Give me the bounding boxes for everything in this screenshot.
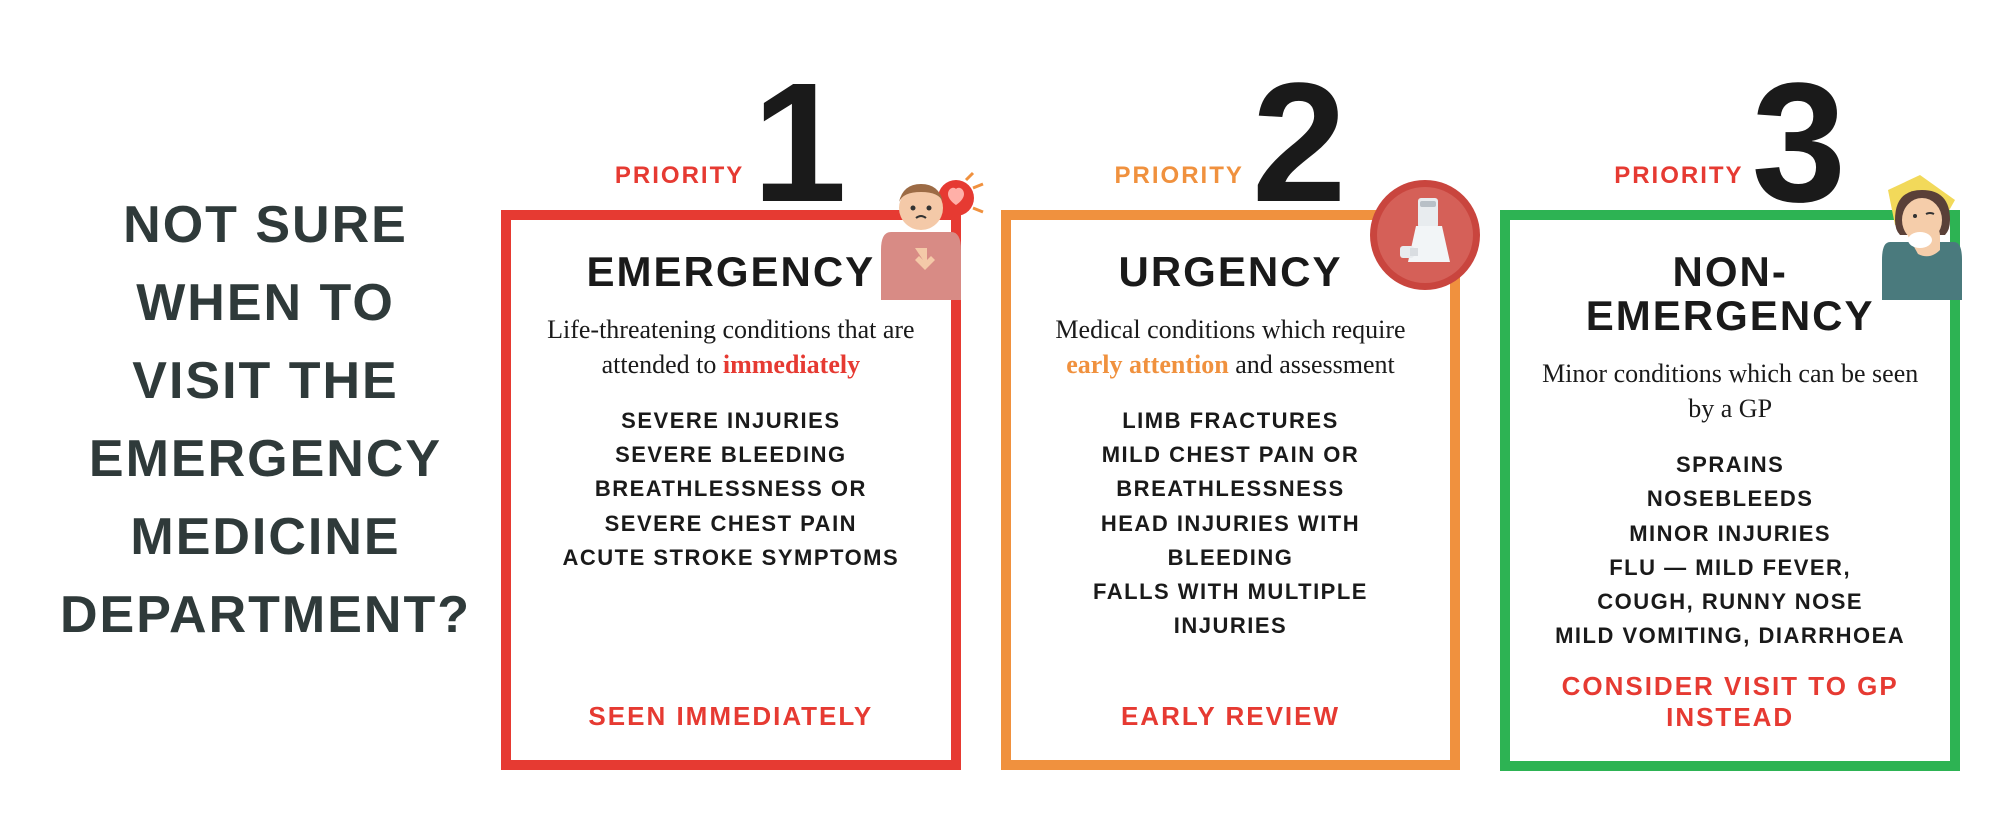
- card-footer: SEEN IMMEDIATELY: [535, 701, 927, 732]
- card-items: SEVERE INJURIES SEVERE BLEEDING BREATHLE…: [535, 404, 927, 683]
- priority-label: PRIORITY: [615, 162, 744, 190]
- card-footer: EARLY REVIEW: [1035, 701, 1427, 732]
- intro-block: NOT SURE WHEN TO VISIT THE EMERGENCY MED…: [60, 40, 471, 800]
- card-items: SPRAINS NOSEBLEEDS MINOR INJURIES FLU — …: [1534, 448, 1926, 653]
- priority-number: 1: [752, 67, 847, 220]
- heart-attack-icon: [861, 170, 991, 300]
- card-footer: CONSIDER VISIT TO GP INSTEAD: [1534, 671, 1926, 733]
- card-description: Medical conditions which require early a…: [1035, 312, 1427, 382]
- priority-label: PRIORITY: [1614, 162, 1743, 190]
- intro-text: NOT SURE WHEN TO VISIT THE EMERGENCY MED…: [60, 186, 471, 654]
- priority-number: 3: [1752, 67, 1847, 220]
- card-description: Minor conditions which can be seen by a …: [1534, 356, 1926, 426]
- card-box: NON-EMERGENCY Minor conditions which can…: [1500, 210, 1960, 771]
- card-box: URGENCY Medical conditions which require…: [1001, 210, 1461, 770]
- priority-label: PRIORITY: [1115, 162, 1244, 190]
- card-description: Life-threatening conditions that are att…: [535, 312, 927, 382]
- sneeze-icon: [1860, 170, 1990, 300]
- card-priority-2: PRIORITY 2: [1001, 60, 1461, 770]
- infographic-container: NOT SURE WHEN TO VISIT THE EMERGENCY MED…: [0, 0, 2000, 840]
- card-priority-3: PRIORITY 3: [1500, 60, 1960, 771]
- card-box: EMERGENCY Life-threatening conditions th…: [501, 210, 961, 770]
- card-items: LIMB FRACTURES MILD CHEST PAIN OR BREATH…: [1035, 404, 1427, 683]
- card-priority-1: PRIORITY 1: [501, 60, 961, 770]
- priority-number: 2: [1252, 67, 1347, 220]
- inhaler-icon: [1360, 170, 1490, 300]
- cards-row: PRIORITY 1: [501, 40, 1960, 800]
